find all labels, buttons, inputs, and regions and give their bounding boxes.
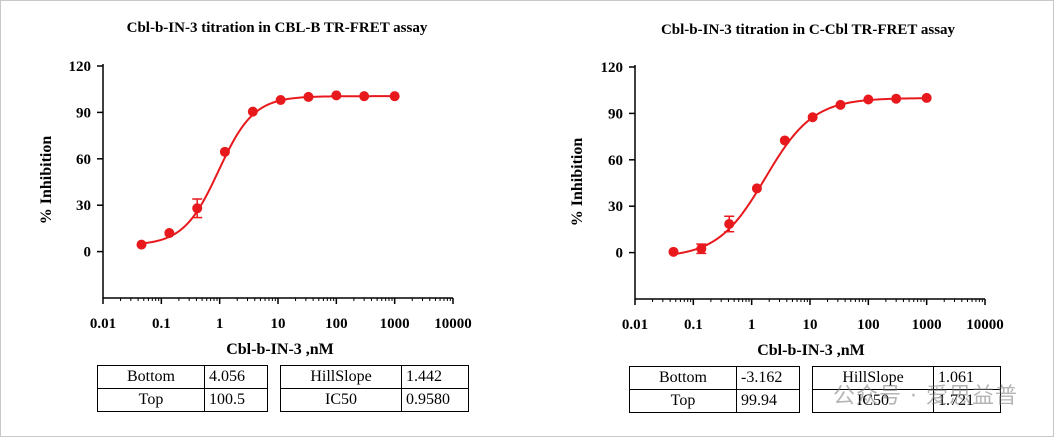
data-point: [668, 246, 679, 257]
x-tick-label: 0.1: [684, 317, 703, 333]
fit-curve: [673, 97, 927, 256]
x-tick-label: 10000: [434, 316, 472, 332]
data-point: [164, 228, 175, 239]
x-tick-label: 10: [803, 317, 818, 333]
chart-title: Cbl-b-IN-3 titration in CBL-B TR-FRET as…: [127, 20, 428, 36]
data-point: [696, 243, 707, 254]
top-label: Top: [97, 388, 205, 412]
ic50-value: 0.9580: [401, 388, 469, 412]
bottom-label: Bottom: [97, 365, 205, 389]
y-tick-label: 0: [84, 245, 92, 261]
chart-title: Cbl-b-IN-3 titration in C-Cbl TR-FRET as…: [661, 22, 956, 38]
ic50-label: IC50: [280, 388, 402, 412]
data-point: [219, 146, 230, 157]
hillslope-value: 1.442: [401, 365, 469, 389]
y-axis-label: % Inhibition: [38, 136, 55, 225]
x-tick-label: 10000: [966, 317, 1004, 333]
y-tick-label: 30: [608, 199, 623, 215]
x-tick-label: 1000: [380, 316, 410, 332]
top-value: 99.94: [736, 389, 800, 413]
chart-cblb: Cbl-b-IN-3 titration in CBL-B TR-FRET as…: [38, 20, 472, 358]
y-tick-label: 120: [69, 59, 92, 75]
data-point: [192, 203, 203, 214]
ic50-value: 1.721: [933, 389, 1001, 413]
data-point: [835, 99, 846, 110]
y-tick-label: 30: [76, 198, 91, 214]
data-point: [779, 135, 790, 146]
data-point: [921, 92, 932, 103]
data-point: [247, 106, 258, 117]
watermark: 公众号 · 爱思益普: [833, 384, 1018, 409]
data-point: [359, 91, 370, 102]
x-tick-label: 0.1: [152, 316, 171, 332]
y-tick-label: 60: [76, 152, 91, 168]
ic50-label: IC50: [812, 389, 934, 413]
data-point: [891, 93, 902, 104]
data-point: [807, 112, 818, 123]
y-tick-label: 90: [76, 105, 91, 121]
y-tick-label: 90: [608, 106, 623, 122]
x-tick-label: 10: [271, 316, 286, 332]
fit-parameters-table: Bottom -3.162 HillSlope 1.061 Top 99.94 …: [629, 366, 1001, 413]
data-point: [303, 91, 314, 102]
x-axis-label: Cbl-b-IN-3 ,nM: [757, 342, 865, 359]
x-tick-label: 0.01: [90, 316, 116, 332]
data-point: [275, 95, 286, 106]
top-label: Top: [629, 389, 737, 413]
bottom-value: -3.162: [736, 366, 800, 390]
top-value: 100.5: [204, 388, 268, 412]
fit-curve: [141, 95, 395, 245]
data-point: [724, 218, 735, 229]
hillslope-label: HillSlope: [280, 365, 402, 389]
y-tick-label: 0: [616, 246, 624, 262]
hillslope-value: 1.061: [933, 366, 1001, 390]
data-point: [751, 183, 762, 194]
y-tick-label: 120: [601, 60, 624, 76]
x-tick-label: 100: [325, 316, 348, 332]
data-point: [863, 94, 874, 105]
x-tick-label: 1: [216, 316, 224, 332]
data-point: [136, 239, 147, 250]
chart-panel-cblb: Cbl-b-IN-3 titration in CBL-B TR-FRET as…: [38, 20, 472, 412]
x-tick-label: 1000: [912, 317, 942, 333]
bottom-value: 4.056: [204, 365, 268, 389]
chart-ccbl: Cbl-b-IN-3 titration in C-Cbl TR-FRET as…: [569, 22, 1004, 359]
x-tick-label: 100: [857, 317, 880, 333]
y-tick-label: 60: [608, 153, 623, 169]
chart-panel-ccbl: Cbl-b-IN-3 titration in C-Cbl TR-FRET as…: [531, 0, 1054, 437]
data-point: [331, 90, 342, 101]
y-axis-label: % Inhibition: [569, 138, 586, 227]
x-axis-label: Cbl-b-IN-3 ,nM: [226, 341, 334, 358]
x-tick-label: 1: [748, 317, 756, 333]
data-point: [389, 91, 400, 102]
x-tick-label: 0.01: [622, 317, 648, 333]
bottom-label: Bottom: [629, 366, 737, 390]
fit-parameters-table: Bottom 4.056 HillSlope 1.442 Top 100.5 I…: [97, 365, 469, 412]
